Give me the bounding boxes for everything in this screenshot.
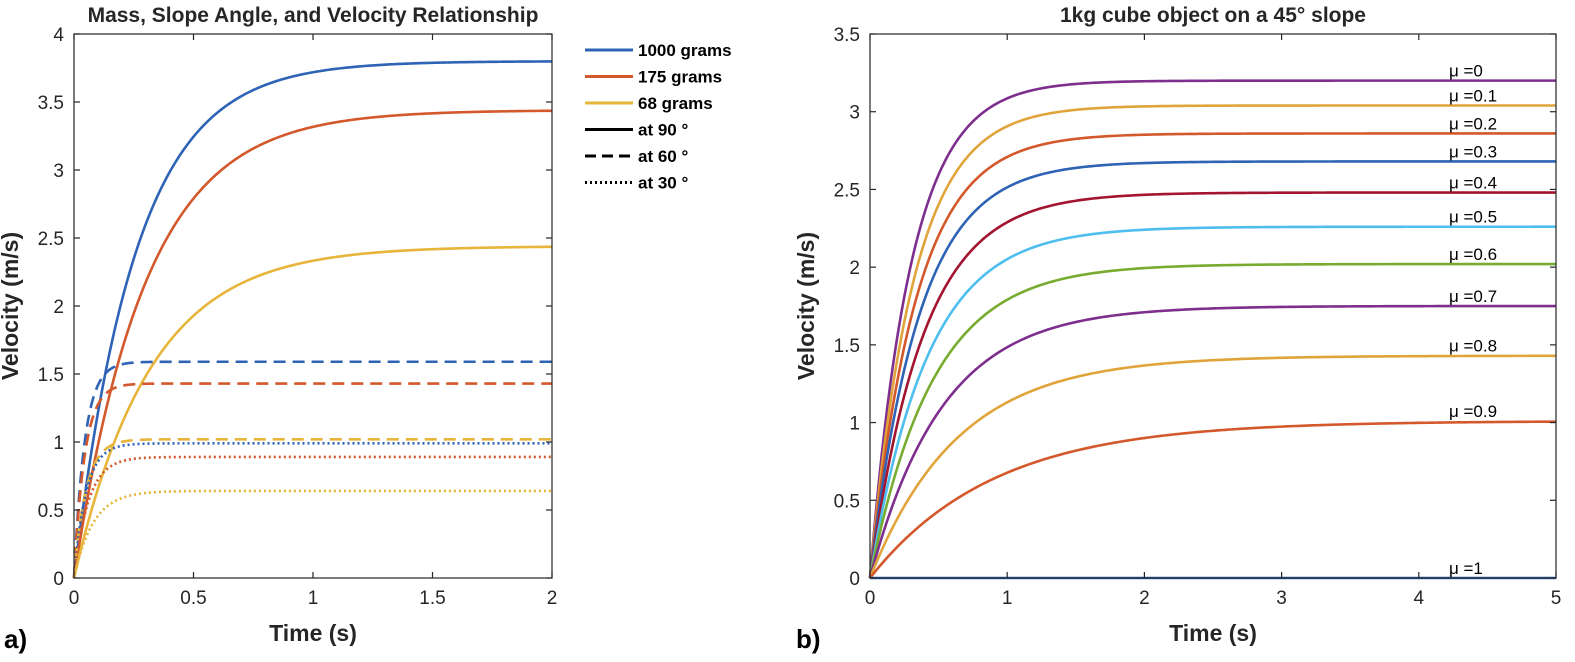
panel-b-letter: b): [796, 624, 821, 654]
series-line: [868, 79, 1556, 579]
panel-b-series-group: [868, 79, 1557, 580]
panel-b-chart: 0 1 2 3 4 500.511.522.533.5 μ =0μ =0.1μ =0.2μ…: [793, 4, 1561, 654]
panel-b-axes-frame: [869, 33, 1557, 579]
series-line: [868, 160, 1556, 579]
y-tick-label: 1.5: [834, 336, 860, 357]
series-line: [72, 60, 552, 579]
panel-b-title: 1kg cube object on a 45° slope: [1060, 4, 1366, 27]
panel-a-legend: 1000 grams 175 grams 68 grams at 90 ° at 60 …: [585, 41, 732, 193]
series-line: [868, 304, 1556, 579]
mu-label: μ =0.2: [1449, 114, 1497, 133]
panel-a-letter: a): [4, 624, 27, 654]
panel-a-plot-area: [74, 34, 552, 578]
series-line: [72, 382, 552, 579]
series-line: [868, 132, 1556, 579]
legend-entry-label: 1000 grams: [638, 41, 732, 60]
y-tick-label: 3.5: [38, 93, 64, 114]
mu-label: μ =1: [1449, 559, 1483, 578]
y-tick-label: 1: [53, 433, 64, 454]
x-tick-label: 1: [308, 588, 319, 609]
panel-a-chart: 0 0.5 1 1.5 2 0 0.5 1 1.5 2 2.5 3 3.5 4 Mass, Slope A…: [0, 4, 732, 654]
x-tick-label: 2: [1139, 588, 1150, 609]
legend-entry-label: at 30 °: [638, 174, 688, 193]
y-tick-label: 3: [53, 161, 64, 182]
mu-label: μ =0.6: [1449, 245, 1497, 264]
legend-entry-label: 175 grams: [638, 68, 722, 87]
panel-b-mu-labels: μ =0 μ =0.1 μ =0.2 μ =0.3 μ =0.4 μ =0.5 μ =0.6…: [1449, 62, 1497, 578]
y-tick-label: 4: [53, 25, 64, 46]
series-line: [72, 442, 552, 579]
series-line: [72, 109, 553, 579]
mu-label: μ =0.7: [1449, 287, 1497, 306]
mu-label: μ =0.5: [1449, 208, 1497, 227]
y-tick-label: 2.5: [38, 229, 64, 250]
y-tick-label: 0.5: [834, 491, 860, 512]
x-tick-label: 1.5: [419, 588, 445, 609]
y-tick-label: 2: [53, 297, 64, 318]
panel-a-series-group: [72, 60, 553, 579]
x-tick-label: 5: [1551, 588, 1562, 609]
x-tick-label: 2: [547, 588, 558, 609]
series-line: [868, 191, 1556, 579]
legend-entry-label: 68 grams: [638, 94, 713, 113]
y-tick-label: 0.5: [38, 501, 64, 522]
series-line: [72, 245, 553, 579]
y-tick-label: 3.5: [834, 25, 860, 46]
legend-entry-label: at 60 °: [638, 147, 688, 166]
series-line: [72, 360, 552, 579]
panel-b-y-axis-label: Velocity (m/s): [793, 232, 819, 380]
x-tick-label: 0: [69, 588, 80, 609]
series-line: [868, 354, 1556, 579]
y-tick-label: 1.5: [38, 365, 64, 386]
mu-label: μ =0.1: [1449, 86, 1497, 105]
y-tick-label: 0: [53, 569, 64, 590]
mu-label: μ =0.3: [1449, 142, 1497, 161]
x-tick-label: 3: [1276, 588, 1287, 609]
x-tick-label: 0.5: [180, 588, 206, 609]
y-tick-label: 3: [849, 103, 860, 124]
x-tick-label: 4: [1414, 588, 1425, 609]
y-tick-label: 2: [849, 258, 860, 279]
panel-a-y-axis-label: Velocity (m/s): [0, 232, 23, 380]
series-line: [868, 420, 1557, 579]
x-tick-label: 0: [865, 588, 876, 609]
series-line: [868, 225, 1556, 579]
panel-a-x-axis-label: Time (s): [269, 620, 357, 646]
mu-label: μ =0.8: [1449, 337, 1497, 356]
panel-a-title: Mass, Slope Angle, and Velocity Relation…: [88, 4, 539, 27]
panel-a-ticks: 0 0.5 1 1.5 2 0 0.5 1 1.5 2 2.5 3 3.5 4: [38, 25, 558, 609]
series-line: [868, 104, 1556, 579]
x-tick-label: 1: [1002, 588, 1013, 609]
mu-label: μ =0.4: [1449, 174, 1497, 193]
panel-b-x-axis-label: Time (s): [1169, 620, 1257, 646]
mu-label: μ =0.9: [1449, 402, 1497, 421]
series-line: [868, 262, 1556, 579]
y-tick-label: 0: [849, 569, 860, 590]
y-tick-label: 2.5: [834, 180, 860, 201]
series-line: [72, 437, 552, 579]
mu-label: μ =0: [1449, 62, 1483, 81]
y-tick-label: 1: [849, 414, 860, 435]
panel-b-ticks: 0 1 2 3 4 5 0 0.5 1 1.5 2 2.5 3 3.5: [834, 25, 1562, 609]
legend-entry-label: at 90 °: [638, 121, 688, 140]
